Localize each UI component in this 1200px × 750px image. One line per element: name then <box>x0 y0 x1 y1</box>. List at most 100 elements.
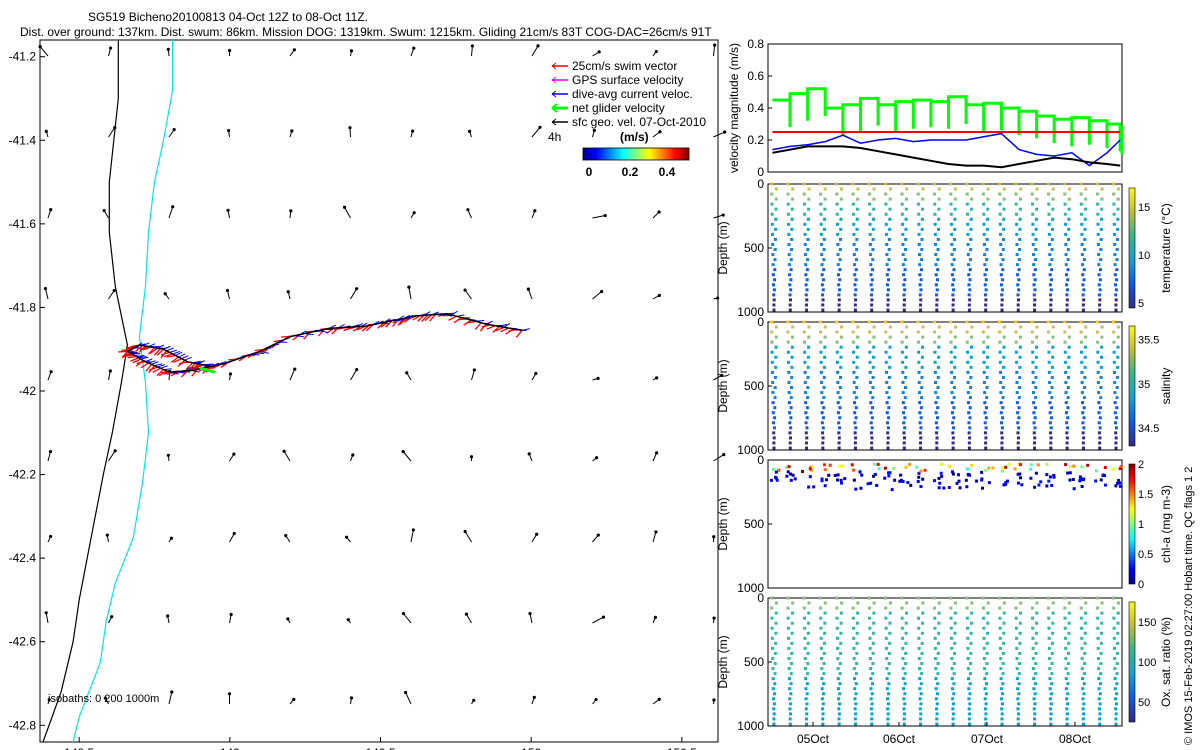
section-point <box>921 325 925 329</box>
chla-point <box>810 465 814 469</box>
geo-arrow-head <box>166 453 170 457</box>
chla-point <box>950 470 954 474</box>
swim-vector <box>170 356 179 363</box>
section-point <box>949 626 953 630</box>
section-point <box>918 697 922 701</box>
section-point <box>1033 722 1037 726</box>
section-point <box>1079 596 1083 600</box>
section-point <box>887 682 891 686</box>
section-point <box>1015 636 1019 640</box>
section-point <box>821 446 825 450</box>
chla-point <box>787 465 791 469</box>
chla-point <box>873 472 877 476</box>
section-point <box>1065 431 1069 435</box>
section-point <box>1114 722 1118 726</box>
section-point <box>1080 636 1084 640</box>
geo-arrow-head <box>712 616 716 620</box>
section-point <box>903 416 907 420</box>
chla-point <box>893 478 897 482</box>
section-point <box>855 207 859 211</box>
section-point <box>1031 626 1035 630</box>
section-point <box>871 662 875 666</box>
section-point <box>1096 380 1100 384</box>
section-point <box>838 702 842 706</box>
section-point <box>872 621 876 625</box>
section-point <box>902 303 906 307</box>
section-point <box>772 446 776 450</box>
section-point <box>1083 651 1087 655</box>
section-point <box>1113 273 1117 277</box>
section-point <box>935 707 939 711</box>
section-point <box>1080 626 1084 630</box>
section-point <box>1067 217 1071 221</box>
section-point <box>968 692 972 696</box>
section-point <box>920 396 924 400</box>
section-point <box>884 340 888 344</box>
chla-point <box>1117 478 1121 482</box>
section-point <box>805 446 809 450</box>
section-point <box>1031 667 1035 671</box>
section-ylabel: Depth (m) <box>716 359 730 412</box>
section-point <box>1019 187 1023 191</box>
section-point <box>920 365 924 369</box>
section-point <box>1096 202 1100 206</box>
section-point <box>806 355 810 359</box>
section-point <box>1049 298 1053 302</box>
section-point <box>933 360 937 364</box>
section-point <box>1035 207 1039 211</box>
section-point <box>1083 248 1087 252</box>
section-point <box>820 380 824 384</box>
section-point <box>934 656 938 660</box>
geo-arrow <box>402 451 412 462</box>
section-point <box>838 692 842 696</box>
section-point <box>771 401 775 405</box>
section-point <box>933 646 937 650</box>
section-point <box>953 207 957 211</box>
section-point <box>1099 396 1103 400</box>
section-point <box>967 421 971 425</box>
section-point <box>901 667 905 671</box>
track-line <box>125 312 523 373</box>
section-point <box>856 197 860 201</box>
section-point <box>950 273 954 277</box>
section-point <box>835 212 839 216</box>
section-point <box>1002 187 1006 191</box>
chla-point <box>786 470 790 474</box>
map-xtick-label: 150 <box>521 746 541 750</box>
section-point <box>820 687 824 691</box>
section-point <box>772 298 776 302</box>
section-point <box>1096 242 1100 246</box>
geo-arrow-head <box>532 695 536 699</box>
section-point <box>982 626 986 630</box>
section-point <box>772 283 775 287</box>
chla-point <box>1029 463 1033 467</box>
section-point <box>904 375 908 379</box>
section-point <box>774 335 778 339</box>
section-point <box>1016 283 1020 287</box>
section-point <box>839 611 843 615</box>
section-point <box>918 411 922 415</box>
section-point <box>916 182 920 186</box>
section-point <box>819 370 823 374</box>
chla-point <box>772 467 776 471</box>
section-point <box>1099 258 1103 262</box>
legend-swim: 25cm/s swim vector <box>572 59 677 73</box>
section-point <box>819 340 823 344</box>
geo-arrow-head <box>284 534 288 538</box>
section-point <box>886 702 890 706</box>
dac-vector <box>163 345 171 350</box>
section-point <box>917 253 921 257</box>
geo-arrow-head <box>466 208 470 212</box>
section-point <box>950 401 954 405</box>
chla-point <box>1037 483 1041 487</box>
section-point <box>982 656 986 660</box>
section-point <box>984 308 988 312</box>
section-point <box>1084 335 1088 339</box>
section-point <box>1047 626 1051 630</box>
section-point <box>771 253 775 257</box>
section-point <box>920 672 924 676</box>
section-point <box>807 345 811 349</box>
map-xtick-label: 149.5 <box>365 746 395 750</box>
section-point <box>916 606 920 610</box>
section-point <box>822 406 826 410</box>
